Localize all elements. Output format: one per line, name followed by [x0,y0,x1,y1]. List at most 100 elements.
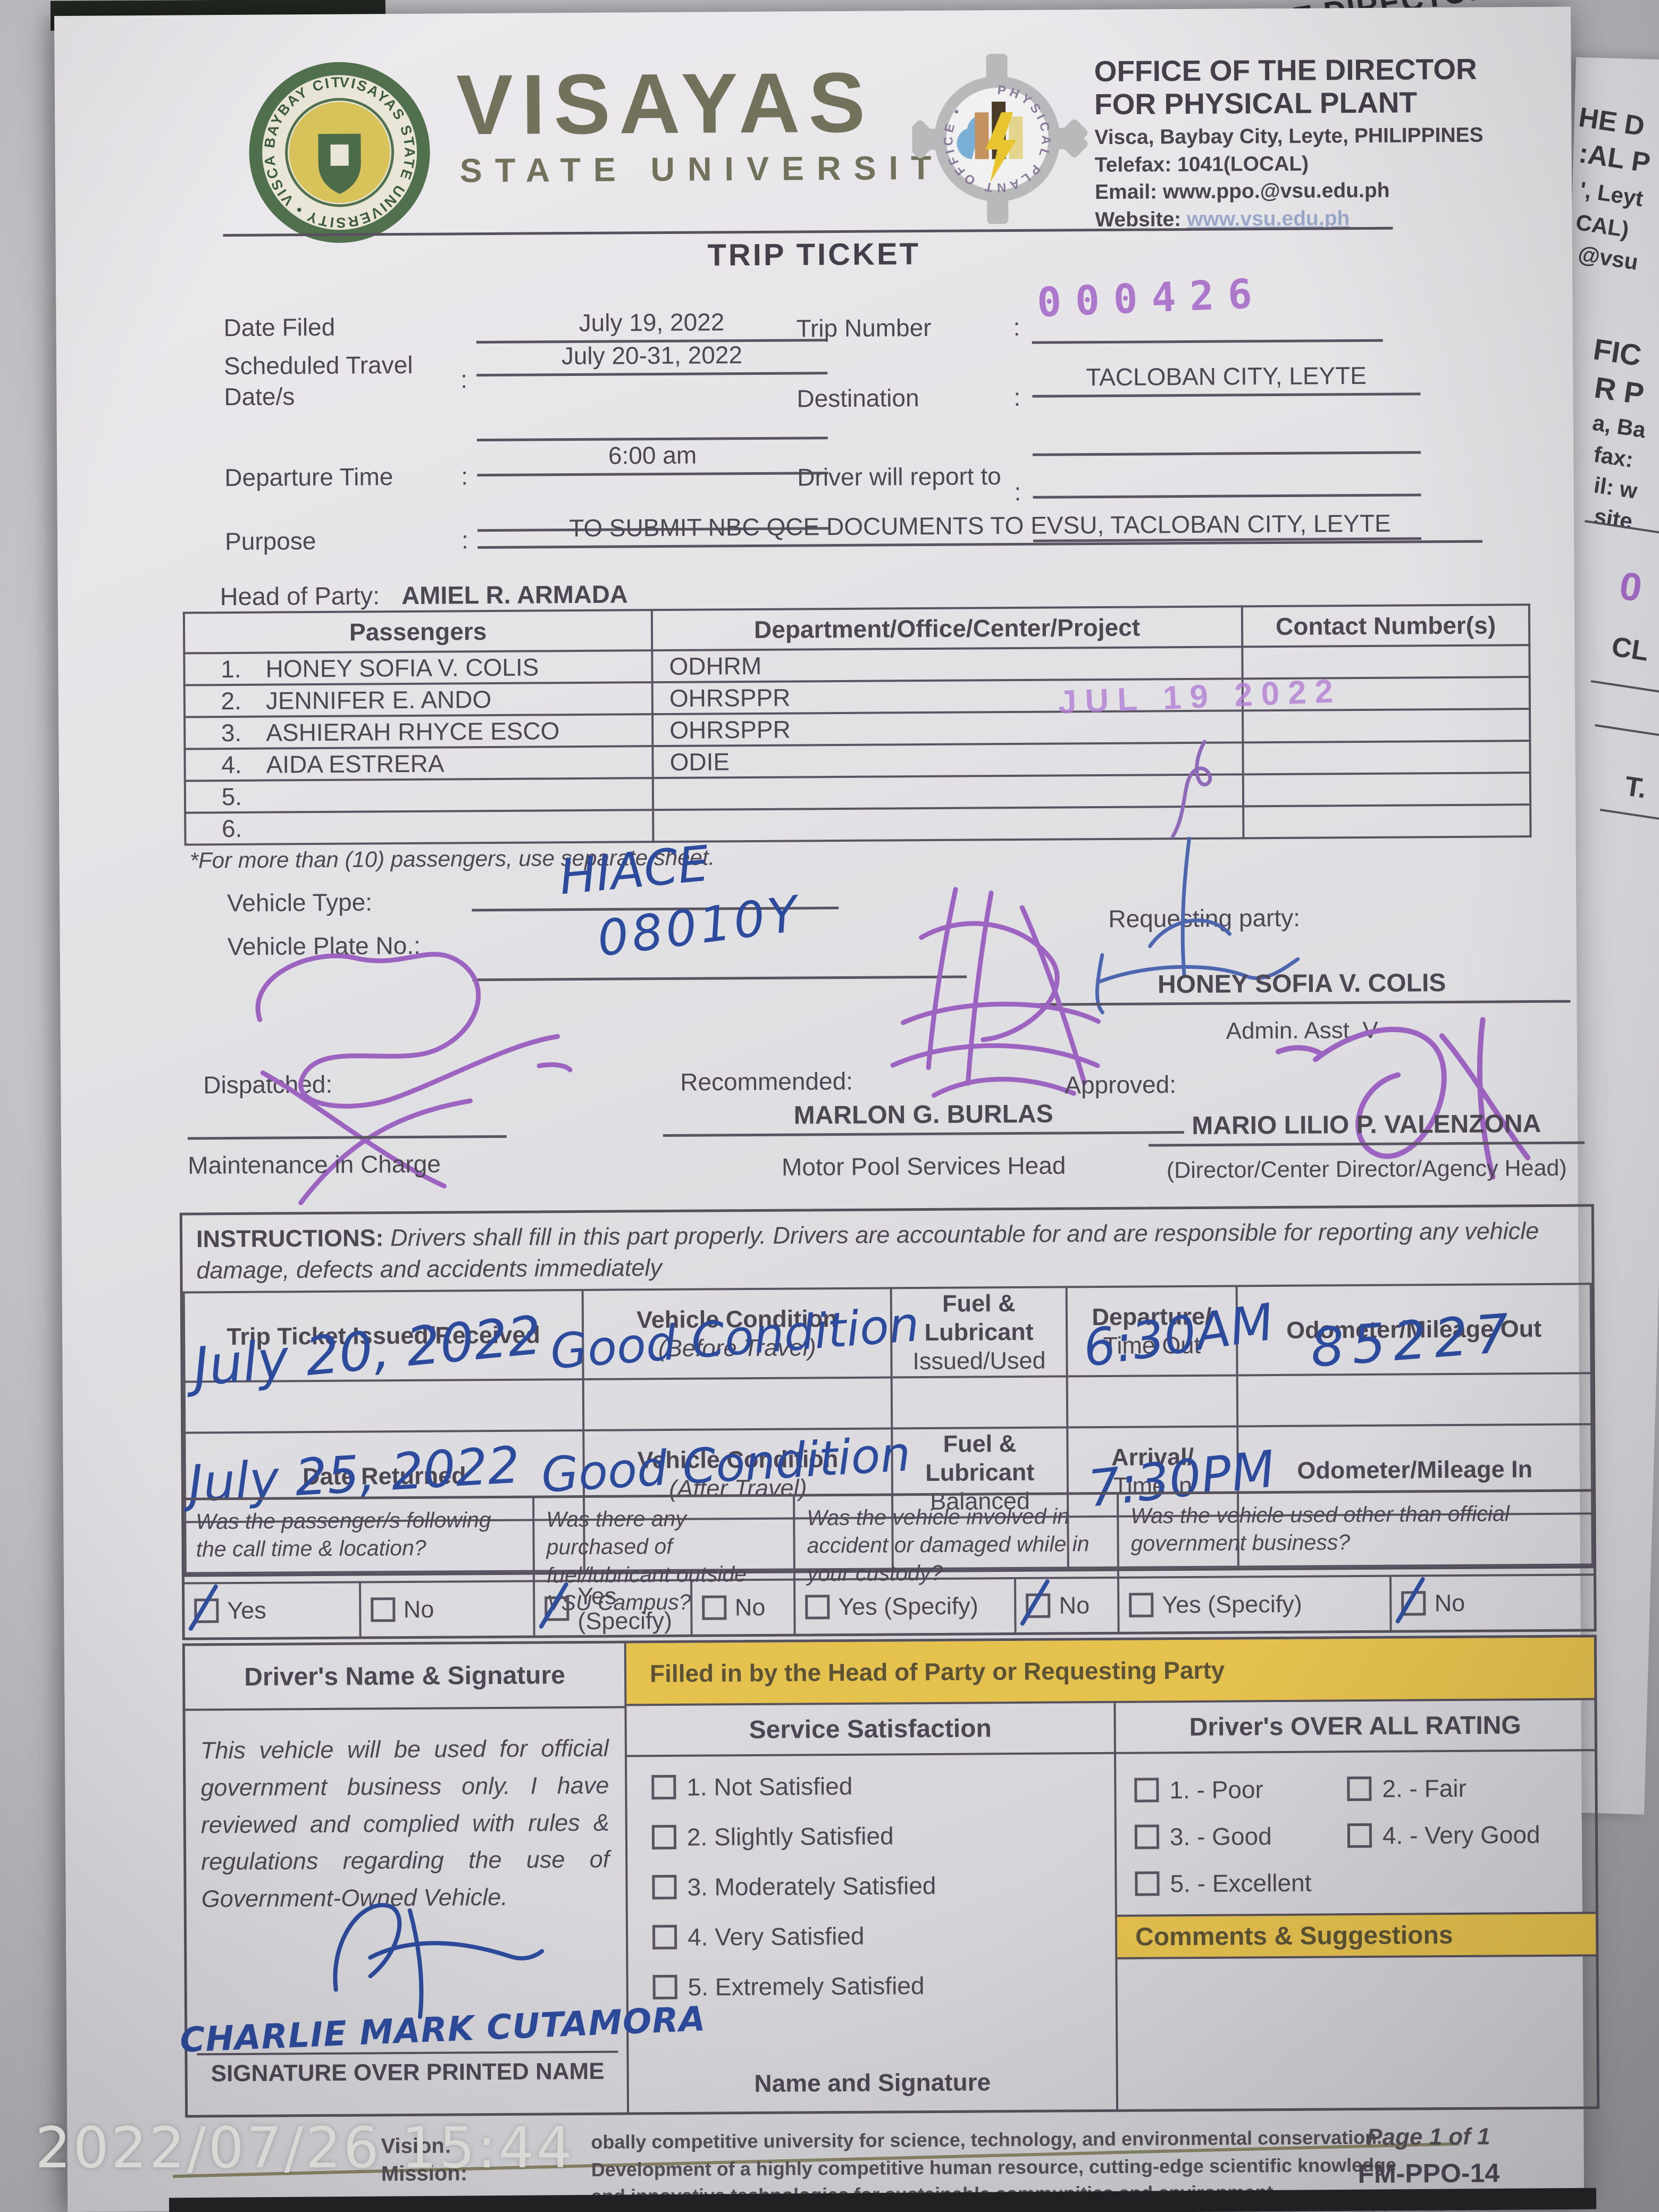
passenger-dept: ODHRM [652,647,1243,683]
checkbox-label: No [1059,1591,1090,1619]
checkbox-no [701,1595,727,1620]
passengers-table: Passengers Department/Office/Center/Proj… [183,604,1532,845]
checkbox-yes [1129,1593,1154,1618]
dispatched-label: Dispatched: [203,1070,333,1099]
blank-line [1033,460,1421,499]
recommended-title: Motor Pool Services Head [781,1151,1066,1181]
comments-suggestions-header: Comments & Suggestions [1117,1912,1596,1959]
colon: : [461,462,468,490]
colon: : [461,526,468,554]
form-code: FM-PPO-14 [1358,2158,1500,2189]
requesting-party-label: Requesting party: [1108,903,1301,933]
fragment-text: T. [1622,770,1649,805]
checkbox [651,1774,676,1800]
instructions-body: Drivers shall fill in this part properly… [196,1217,1539,1284]
recommended-label: Recommended: [680,1067,853,1096]
rating-option-label: 1. - Poor [1169,1775,1263,1804]
passengers-col-header: Passengers [183,610,652,653]
fragment-text: R P [1592,370,1647,411]
question-text: Was the vehicle involved in accident or … [795,1494,1117,1586]
passenger-dept [652,774,1244,810]
rating-option: 1. - Poor [1134,1765,1347,1813]
rating-option-label: 3. - Good [1169,1822,1272,1851]
checkbox-label: Yes (Specify) [577,1582,673,1635]
fragment-text: a, Ba [1590,409,1648,443]
destination-value: TACLOBAN CITY, LEYTE [1032,352,1421,398]
question-fuel-purchase: Was there any purchased of fuel/lubrican… [532,1496,794,1636]
driver-agreement-text: This vehicle will be used for official g… [200,1734,610,1913]
name-and-signature-label: Name and Signature [754,2068,991,2098]
office-letterhead: OFFICE OF THE DIRECTOR FOR PHYSICAL PLAN… [1094,53,1531,233]
checkbox [652,1974,677,2000]
rating-option-label: 2. - Fair [1382,1774,1467,1803]
rating-option: 4. - Very Good [1347,1811,1540,1859]
fragment-text: @vsu [1576,241,1640,275]
contact-col-header: Contact Number(s) [1242,605,1530,647]
service-option-label: 2. Slightly Satisfied [686,1822,894,1851]
fragment-text: fax: [1592,441,1636,473]
service-satisfaction-column: Service Satisfaction 1. Not Satisfied 2.… [626,1703,1119,2113]
overall-rating-header: Driver's OVER ALL RATING [1116,1700,1595,1754]
vehicle-plate-line [472,938,967,982]
fragment-text: CL [1610,631,1651,667]
row-number: 5. [221,782,242,811]
passenger-contact [1242,645,1530,679]
university-subname: STATE UNIVERSITY [459,149,979,190]
fragment-text: ', Leyt [1578,177,1645,212]
checkbox [1347,1776,1372,1802]
question-call-time: Was the passenger/s following the call t… [184,1498,533,1638]
passenger-contact [1243,805,1531,839]
head-of-party-label: Head of Party: [220,581,380,611]
destination-label: Destination [797,384,919,413]
col-header: Odometer/Mileage In [1297,1455,1533,1484]
driver-report-label: Driver will report to [797,462,1001,491]
overall-rating-column: Driver's OVER ALL RATING 1. - Poor 2. - … [1116,1700,1597,2109]
fragment-text: HE D [1577,102,1647,143]
date-filed-label: Date Filed [223,313,336,342]
service-option: 4. Very Satisfied [652,1920,1115,1951]
trip-ticket-form: VISAYAS STATE UNIVERSITY • VISCA BAYBAY … [54,6,1600,2212]
blank-line [1033,506,1422,542]
vehicle-plate-label: Vehicle Plate No.: [227,931,421,961]
department-col-header: Department/Office/Center/Project [651,606,1243,651]
checkbox [1134,1778,1159,1803]
rating-option-label: 4. - Very Good [1382,1820,1540,1849]
vehicle-type-label: Vehicle Type: [227,888,373,917]
checkbox-yes [805,1595,830,1620]
value-cell [583,1377,892,1430]
departure-time-value: 6:00 am [476,431,828,477]
question-text: Was the passenger/s following the call t… [184,1498,533,1585]
service-option-label: 1. Not Satisfied [686,1772,853,1801]
service-option: 5. Extremely Satisfied [652,1970,1116,2001]
passenger-name: HONEY SOFIA V. COLIS [265,653,539,683]
value-cell [1237,1373,1592,1427]
passenger-contact [1243,709,1530,743]
mission-text-line1: Development of a highly competitive huma… [591,2154,1397,2181]
checkbox [652,1874,677,1900]
colon: : [1013,383,1021,411]
office-address: Visca, Baybay City, Leyte, PHILIPPINES [1094,123,1484,149]
checkbox-no [1026,1593,1051,1618]
university-wordmark: VISAYAS STATE UNIVERSITY [456,54,979,190]
checkbox-label: Yes [227,1596,266,1624]
checkbox-no [1401,1591,1426,1616]
service-option-label: 5. Extremely Satisfied [688,1972,925,2001]
university-name: VISAYAS [456,54,874,153]
fragment-text: il: w [1592,472,1639,504]
instructions-text: INSTRUCTIONS: Drivers shall fill in this… [182,1206,1592,1291]
driver-column: Driver's Name & Signature This vehicle w… [179,1643,707,2115]
col-header: Fuel & Lubricant [925,1429,1035,1487]
blank-line [1032,418,1421,456]
office-website-label: Website: [1095,207,1187,231]
checkbox [651,1824,677,1850]
service-option: 2. Slightly Satisfied [651,1820,1115,1851]
instructions-label: INSTRUCTIONS: [196,1224,384,1253]
value-cell [891,1376,1068,1429]
service-option-label: 3. Moderately Satisfied [687,1871,936,1901]
question-accident: Was the vehicle involved in accident or … [793,1494,1118,1634]
passenger-name: AIDA ESTRERA [266,749,445,778]
driver-rating-section: Driver's Name & Signature This vehicle w… [179,1635,1600,2118]
colon: : [1014,477,1021,506]
approved-label: Approved: [1065,1070,1177,1099]
